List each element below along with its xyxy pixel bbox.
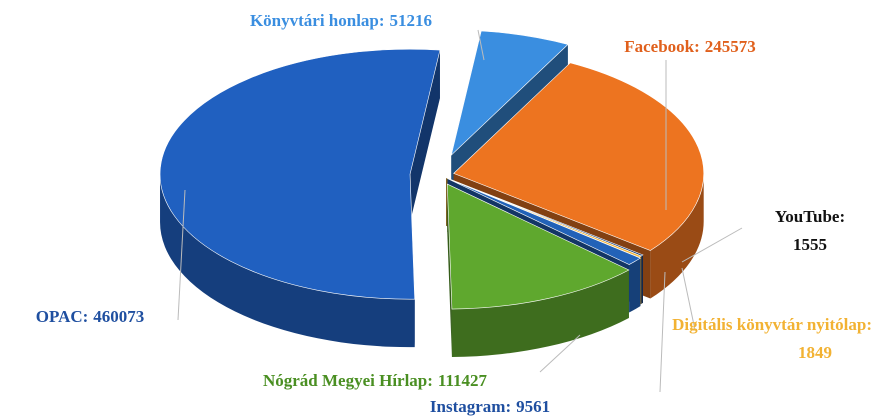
label-category: Facebook: (624, 37, 700, 56)
slice (453, 62, 704, 251)
label-category: YouTube: (775, 207, 845, 226)
data-label: OPAC: 460073 (36, 307, 145, 326)
slice-side (160, 174, 415, 348)
slice-side (629, 258, 641, 313)
slice-side (650, 173, 704, 299)
data-label: Facebook: 245573 (624, 37, 756, 56)
label-value: 1849 (798, 343, 832, 362)
data-label: YouTube: 1555 (775, 207, 845, 254)
label-value: 245573 (705, 37, 756, 56)
slice (446, 183, 630, 310)
leader-line (681, 227, 743, 263)
label-category: OPAC: (36, 307, 89, 326)
label-value: 51216 (390, 11, 433, 30)
slice-wall (410, 50, 440, 223)
label-category: Nógrád Megyei Hírlap: (263, 371, 433, 390)
slice (450, 30, 569, 156)
data-label: Nógrád Megyei Hírlap: 111427 (263, 371, 488, 390)
data-label: Könyvtári honlap: 51216 (250, 11, 432, 30)
label-category: Instagram: (430, 397, 511, 416)
label-category: Könyvtári honlap: (250, 11, 385, 30)
label-category: Digitális könyvtár nyitólap: (672, 315, 872, 334)
label-value: 460073 (93, 307, 144, 326)
data-label: Digitális könyvtár nyitólap: 1849 (672, 315, 872, 362)
label-value: 1555 (793, 235, 827, 254)
leader-line (681, 267, 696, 331)
slice-wall (447, 184, 452, 358)
slice-side (451, 269, 629, 358)
slice (446, 177, 642, 258)
label-value: 111427 (438, 371, 488, 390)
slice (159, 48, 441, 300)
leader-line (539, 334, 581, 373)
data-label: Instagram: 9561 (430, 397, 550, 416)
label-value: 9561 (516, 397, 550, 416)
slice-side (641, 254, 643, 304)
slice (447, 178, 642, 265)
leader-line (177, 189, 186, 321)
leader-line (477, 29, 485, 61)
leader-line (659, 271, 666, 393)
